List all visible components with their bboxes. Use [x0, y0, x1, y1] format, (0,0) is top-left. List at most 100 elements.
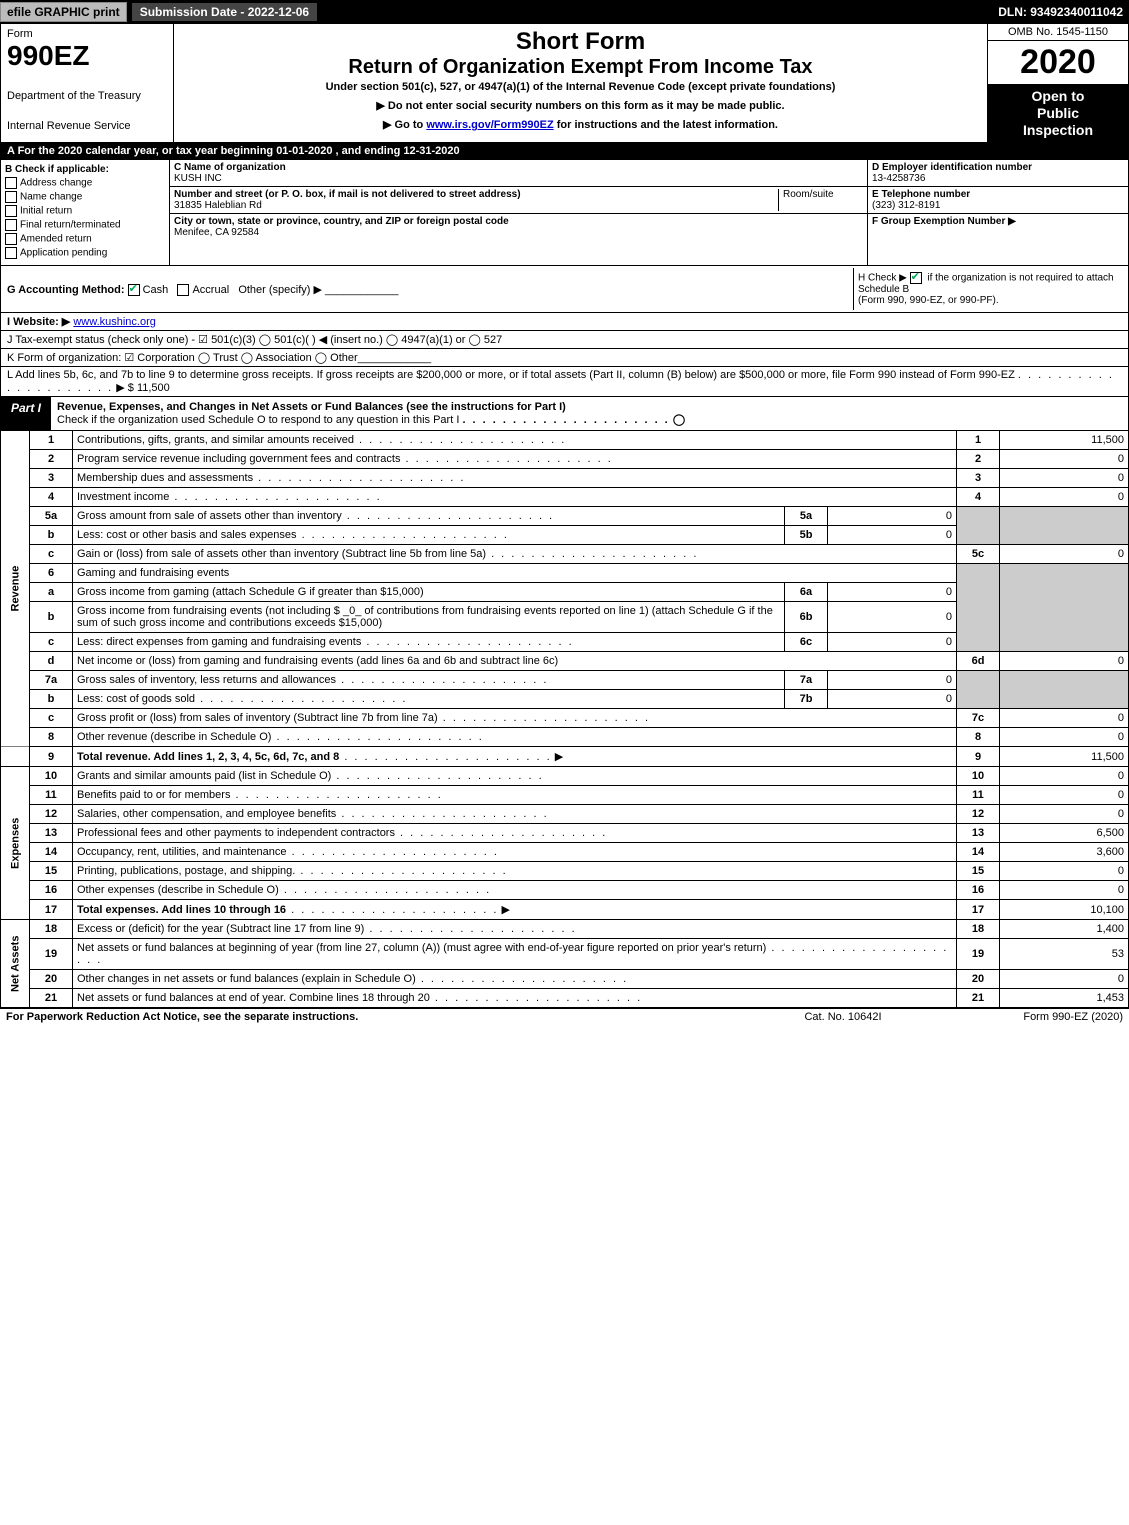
r6-grayval [1000, 564, 1129, 652]
r9-val: 11,500 [1000, 747, 1129, 767]
submission-date: Submission Date - 2022-12-06 [131, 2, 318, 22]
r5b-subval: 0 [828, 526, 957, 545]
goto-instructions: ▶ Go to www.irs.gov/Form990EZ for instru… [184, 118, 977, 131]
line-h: H Check ▶ if the organization is not req… [853, 268, 1122, 310]
r6b-no: b [30, 602, 73, 633]
r5b-sub: 5b [785, 526, 828, 545]
r7b-sub: 7b [785, 690, 828, 709]
l-text: L Add lines 5b, 6c, and 7b to line 9 to … [7, 369, 1015, 381]
part-1-title: Revenue, Expenses, and Changes in Net As… [51, 397, 1128, 430]
r11-box: 11 [957, 786, 1000, 805]
r6b-subval: 0 [828, 602, 957, 633]
r6d-box: 6d [957, 652, 1000, 671]
r13-box: 13 [957, 824, 1000, 843]
r8-desc: Other revenue (describe in Schedule O) [73, 728, 957, 747]
r8-val: 0 [1000, 728, 1129, 747]
r20-desc: Other changes in net assets or fund bala… [73, 970, 957, 989]
r12-box: 12 [957, 805, 1000, 824]
r16-no: 16 [30, 881, 73, 900]
chk-address-change[interactable]: Address change [5, 177, 165, 189]
section-c: C Name of organization KUSH INC Number a… [170, 160, 867, 265]
section-d-group: F Group Exemption Number ▶ [868, 214, 1128, 229]
website-link[interactable]: www.kushinc.org [73, 316, 156, 328]
r9-no: 9 [30, 747, 73, 767]
r7b-desc: Less: cost of goods sold [73, 690, 785, 709]
part-1-title-text: Revenue, Expenses, and Changes in Net As… [57, 401, 566, 413]
chk-label-1: Name change [20, 192, 82, 203]
l-value: 11,500 [137, 382, 170, 394]
section-d-ein: D Employer identification number 13-4258… [868, 160, 1128, 187]
section-b: B Check if applicable: Address change Na… [1, 160, 170, 265]
r5c-no: c [30, 545, 73, 564]
chk-cash[interactable] [128, 284, 140, 296]
chk-h[interactable] [910, 272, 922, 284]
r7-graybox [957, 671, 1000, 709]
sidebar-expenses: Expenses [1, 767, 30, 920]
phone-label: E Telephone number [872, 189, 970, 200]
r6a-no: a [30, 583, 73, 602]
open-line3: Inspection [988, 122, 1128, 139]
chk-initial-return[interactable]: Initial return [5, 205, 165, 217]
k-text: K Form of organization: ☑ Corporation ◯ … [7, 351, 358, 364]
r14-no: 14 [30, 843, 73, 862]
chk-accrual[interactable] [177, 284, 189, 296]
topbar: efile GRAPHIC print Submission Date - 20… [0, 0, 1129, 24]
chk-label-0: Address change [20, 178, 92, 189]
r17-desc: Total expenses. Add lines 10 through 16 … [73, 900, 957, 920]
r18-val: 1,400 [1000, 920, 1129, 939]
efile-print-button[interactable]: efile GRAPHIC print [0, 2, 127, 22]
r20-box: 20 [957, 970, 1000, 989]
r6c-subval: 0 [828, 633, 957, 652]
r3-no: 3 [30, 469, 73, 488]
r20-no: 20 [30, 970, 73, 989]
org-addr: 31835 Haleblian Rd [174, 200, 262, 211]
h-text1: H Check ▶ [858, 273, 907, 284]
section-c-addr: Number and street (or P. O. box, if mail… [170, 187, 867, 214]
chk-final-return[interactable]: Final return/terminated [5, 219, 165, 231]
group-label: F Group Exemption Number ▶ [872, 216, 1016, 227]
r11-desc: Benefits paid to or for members [73, 786, 957, 805]
section-b-title: B Check if applicable: [5, 164, 165, 175]
r5c-desc: Gain or (loss) from sale of assets other… [73, 545, 957, 564]
r2-val: 0 [1000, 450, 1129, 469]
part-1-checkbox[interactable]: ◯ [673, 414, 685, 426]
chk-application-pending[interactable]: Application pending [5, 247, 165, 259]
r5b-desc: Less: cost or other basis and sales expe… [73, 526, 785, 545]
r12-no: 12 [30, 805, 73, 824]
r5a-no: 5a [30, 507, 73, 526]
r15-desc: Printing, publications, postage, and shi… [73, 862, 957, 881]
r13-val: 6,500 [1000, 824, 1129, 843]
dept-irs: Internal Revenue Service [7, 120, 167, 132]
line-a-calendar-year: A For the 2020 calendar year, or tax yea… [0, 143, 1129, 160]
line-i: I Website: ▶ www.kushinc.org [0, 313, 1129, 331]
r10-desc: Grants and similar amounts paid (list in… [73, 767, 957, 786]
r6c-desc: Less: direct expenses from gaming and fu… [73, 633, 785, 652]
chk-amended-return[interactable]: Amended return [5, 233, 165, 245]
r7b-subval: 0 [828, 690, 957, 709]
section-c-name: C Name of organization KUSH INC [170, 160, 867, 187]
r10-val: 0 [1000, 767, 1129, 786]
r13-desc: Professional fees and other payments to … [73, 824, 957, 843]
irs-link[interactable]: www.irs.gov/Form990EZ [426, 119, 553, 131]
r6a-subval: 0 [828, 583, 957, 602]
form-title: Return of Organization Exempt From Incom… [184, 56, 977, 79]
r5c-box: 5c [957, 545, 1000, 564]
r6b-desc: Gross income from fundraising events (no… [73, 602, 785, 633]
part-1-table: Revenue 1 Contributions, gifts, grants, … [0, 431, 1129, 1008]
r21-val: 1,453 [1000, 989, 1129, 1008]
chk-name-change[interactable]: Name change [5, 191, 165, 203]
r8-no: 8 [30, 728, 73, 747]
sidebar-revenue: Revenue [1, 431, 30, 747]
r4-val: 0 [1000, 488, 1129, 507]
section-d: D Employer identification number 13-4258… [867, 160, 1128, 265]
r4-desc: Investment income [73, 488, 957, 507]
r7a-desc: Gross sales of inventory, less returns a… [73, 671, 785, 690]
r5-graybox [957, 507, 1000, 545]
r12-val: 0 [1000, 805, 1129, 824]
r6c-sub: 6c [785, 633, 828, 652]
r20-val: 0 [1000, 970, 1129, 989]
ein-value: 13-4258736 [872, 173, 925, 184]
form-number: 990EZ [7, 40, 167, 72]
footer-right: Form 990-EZ (2020) [943, 1011, 1123, 1023]
dept-treasury: Department of the Treasury [7, 90, 167, 102]
